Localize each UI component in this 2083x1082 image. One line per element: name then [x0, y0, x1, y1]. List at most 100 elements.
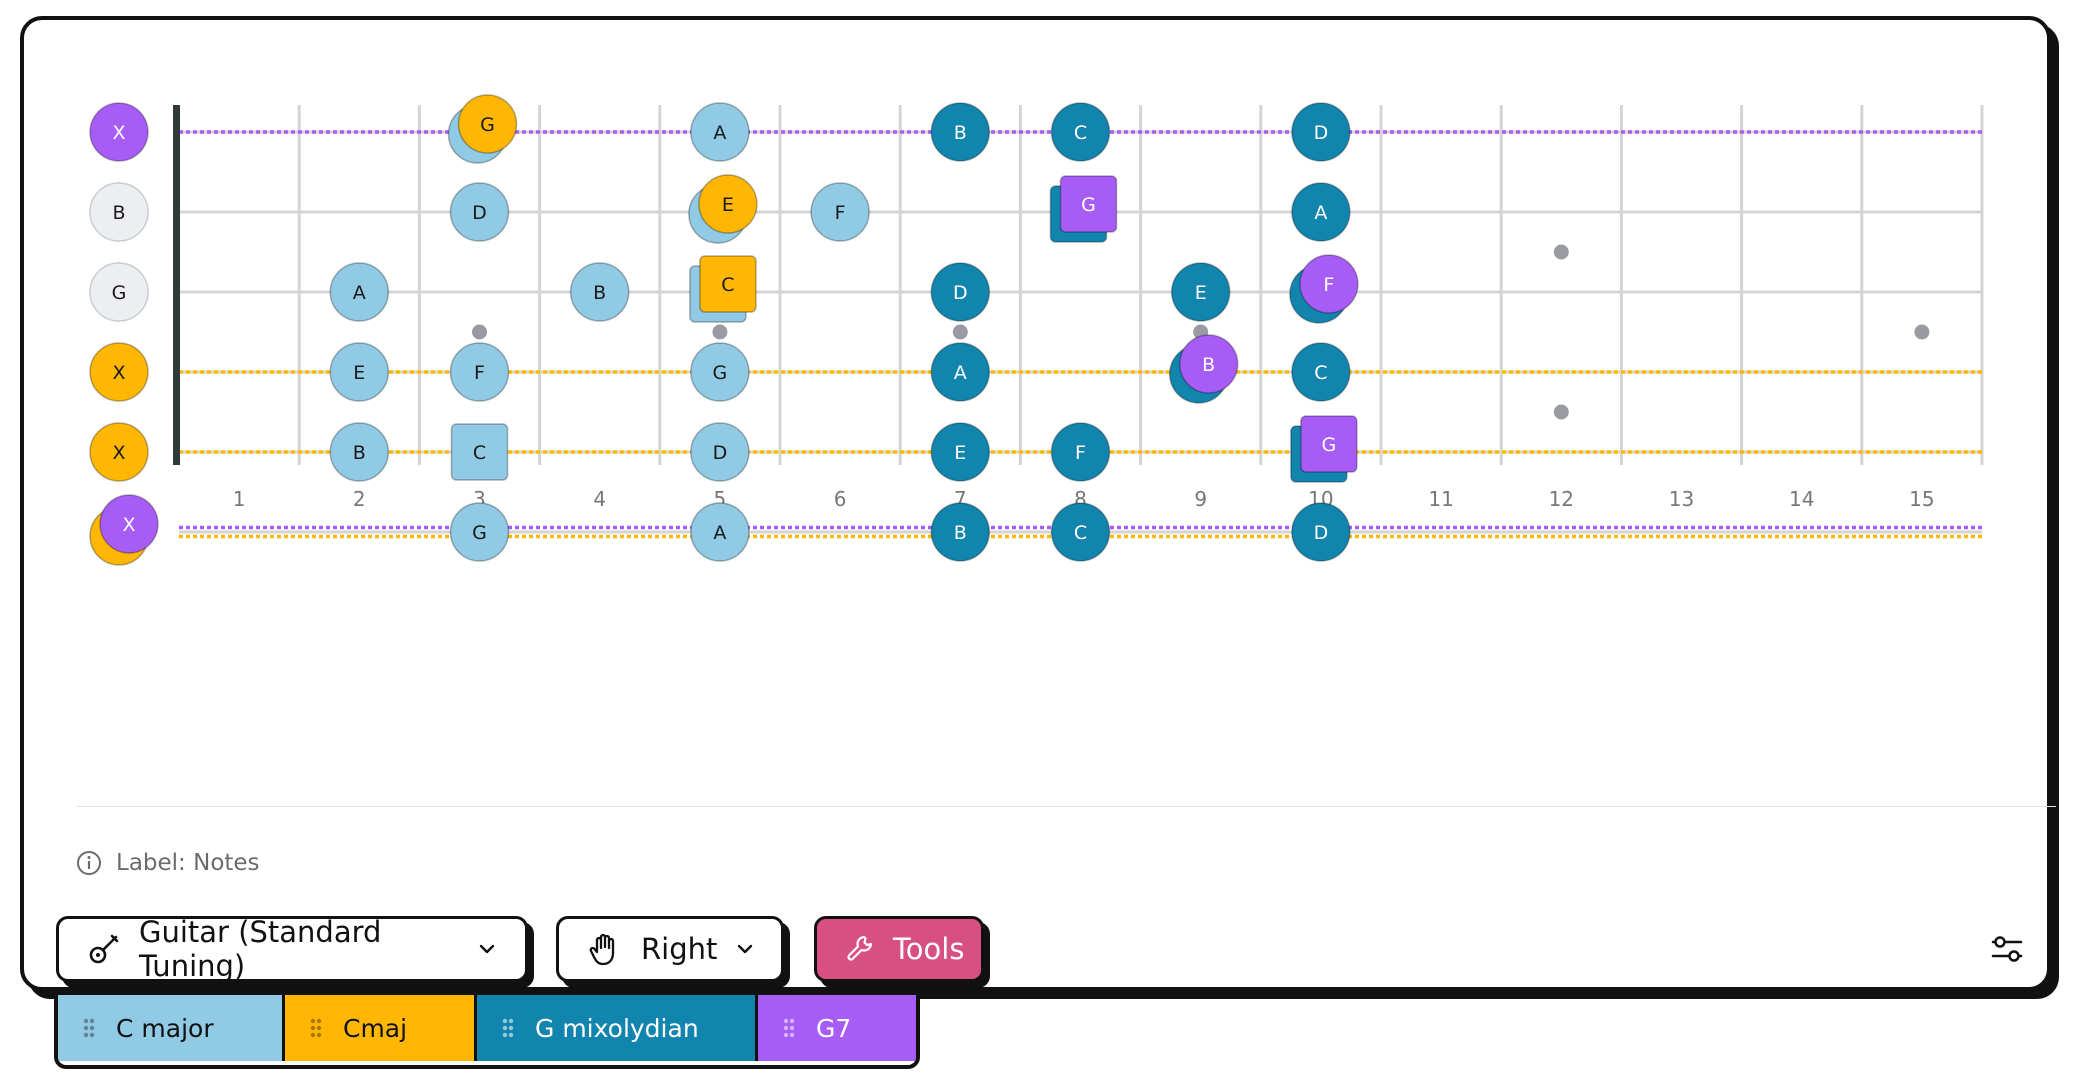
drag-handle-icon[interactable] [782, 1017, 796, 1039]
open-string-marker[interactable]: X [89, 102, 149, 162]
instrument-dropdown[interactable]: Guitar (Standard Tuning) [56, 915, 528, 983]
note-marker[interactable]: A [1291, 182, 1351, 242]
note-label: X [112, 442, 125, 464]
fret-number: 1 [233, 487, 246, 511]
note-label: E [722, 194, 734, 216]
note-marker-base [1291, 502, 1351, 562]
note-marker[interactable]: F [810, 182, 870, 242]
open-string-marker[interactable]: G [89, 262, 149, 322]
fret-number: 14 [1789, 487, 1814, 511]
drag-handle-icon[interactable] [309, 1017, 323, 1039]
legend-label: G mixolydian [535, 1013, 699, 1043]
hand-dropdown[interactable]: Right [556, 916, 784, 982]
note-marker-base [930, 102, 991, 162]
note-marker[interactable]: A [930, 342, 991, 402]
note-marker-base [690, 502, 750, 562]
note-marker[interactable]: F [1050, 422, 1111, 482]
note-marker[interactable]: E [688, 174, 758, 244]
note-marker[interactable]: B [930, 502, 991, 562]
note-label: F [1075, 442, 1086, 464]
note-marker[interactable]: B [329, 422, 390, 482]
nut [173, 105, 180, 465]
legend-tab-cmaj[interactable]: Cmaj [282, 995, 474, 1061]
note-marker[interactable]: C [1291, 342, 1351, 402]
note-marker[interactable]: G [1049, 175, 1118, 243]
note-label: C [1074, 122, 1087, 144]
divider [76, 806, 2056, 807]
open-marker [89, 262, 149, 322]
note-marker[interactable]: C [1050, 502, 1111, 562]
note-marker[interactable]: D [1291, 102, 1351, 162]
note-marker[interactable]: D [930, 262, 991, 322]
note-label: C [473, 442, 486, 464]
note-marker[interactable]: A [690, 502, 750, 562]
layers-legend: C major Cmaj G mixolydian G7 [54, 995, 920, 1069]
open-string-marker[interactable]: X [89, 494, 159, 566]
note-marker[interactable]: A [329, 262, 390, 322]
note-marker[interactable]: E [329, 342, 390, 402]
note-marker[interactable]: D [449, 182, 510, 242]
note-marker[interactable]: G [449, 502, 510, 562]
note-label: B [1202, 354, 1215, 376]
note-label: E [954, 442, 966, 464]
note-marker[interactable]: C [450, 423, 509, 481]
note-marker[interactable]: E [1170, 262, 1231, 322]
note-marker[interactable]: B [1168, 334, 1239, 404]
note-label: F [835, 202, 846, 224]
note-label: D [713, 442, 728, 464]
note-label: X [112, 122, 125, 144]
open-string-marker[interactable]: X [89, 422, 149, 482]
note-marker-base [450, 423, 509, 481]
fret-number: 2 [353, 487, 366, 511]
legend-label: Cmaj [343, 1013, 408, 1043]
open-string-marker[interactable]: X [89, 342, 149, 402]
note-marker[interactable]: C [1050, 102, 1111, 162]
chevron-down-icon [738, 944, 753, 954]
note-marker[interactable]: B [569, 262, 630, 322]
sliders-icon[interactable] [1988, 930, 2026, 968]
fret-number: 6 [834, 487, 847, 511]
note-label: A [954, 362, 967, 384]
drag-handle-icon[interactable] [82, 1017, 96, 1039]
note-label: B [593, 282, 606, 304]
note-marker-base [1291, 342, 1351, 402]
note-marker[interactable]: D [1291, 502, 1351, 562]
legend-tab-g-mixolydian[interactable]: G mixolydian [474, 995, 755, 1061]
note-marker[interactable]: G [690, 342, 750, 402]
tools-button[interactable]: Tools [814, 916, 984, 982]
note-marker[interactable]: G [1290, 415, 1358, 483]
note-marker-front [698, 174, 758, 234]
fret-number: 11 [1428, 487, 1453, 511]
note-marker[interactable]: F [449, 342, 510, 402]
note-label: A [353, 282, 366, 304]
note-marker[interactable]: E [930, 422, 991, 482]
note-marker[interactable]: A [690, 102, 750, 162]
open-string-marker[interactable]: B [89, 182, 149, 242]
note-marker-base [690, 102, 750, 162]
note-marker-front [1299, 254, 1359, 314]
legend-label: C major [116, 1013, 214, 1043]
note-label: D [1314, 122, 1329, 144]
inlay-dot [952, 324, 968, 340]
note-label: X [122, 514, 135, 536]
instrument-label: Guitar (Standard Tuning) [139, 915, 382, 983]
note-marker-base [930, 422, 991, 482]
note-marker[interactable]: B [930, 102, 991, 162]
note-label: A [713, 522, 726, 544]
note-label: B [353, 442, 366, 464]
note-marker-base [329, 342, 390, 402]
legend-tab-c-major[interactable]: C major [58, 995, 282, 1061]
fret-number: 13 [1669, 487, 1694, 511]
legend-tab-g7[interactable]: G7 [755, 995, 916, 1061]
note-marker[interactable]: C [689, 255, 757, 323]
note-label: B [954, 122, 967, 144]
note-marker[interactable]: G [447, 94, 518, 164]
note-marker-front [1059, 175, 1118, 233]
note-marker-front [1178, 334, 1239, 394]
note-label: G [713, 362, 728, 384]
drag-handle-icon[interactable] [501, 1017, 515, 1039]
note-marker[interactable]: F [1289, 254, 1359, 324]
note-marker[interactable]: D [690, 422, 750, 482]
note-label: C [1074, 522, 1087, 544]
